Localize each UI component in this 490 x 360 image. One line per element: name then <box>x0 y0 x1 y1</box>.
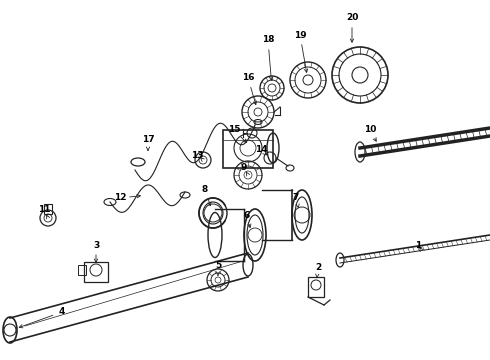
Text: 6: 6 <box>244 211 250 220</box>
Text: 4: 4 <box>59 307 65 316</box>
Text: 1: 1 <box>415 240 421 249</box>
Text: 17: 17 <box>142 135 154 144</box>
Text: 18: 18 <box>262 36 274 45</box>
Text: 7: 7 <box>293 193 299 202</box>
Bar <box>78 265 86 275</box>
Text: 3: 3 <box>93 240 99 249</box>
Text: 19: 19 <box>294 31 306 40</box>
Bar <box>44 204 52 214</box>
Text: 14: 14 <box>255 145 268 154</box>
Text: 2: 2 <box>315 264 321 273</box>
Text: 5: 5 <box>215 261 221 270</box>
Text: 9: 9 <box>241 163 247 172</box>
Bar <box>223 130 273 168</box>
Text: 13: 13 <box>191 150 203 159</box>
Text: 20: 20 <box>346 13 358 22</box>
Text: 12: 12 <box>114 194 126 202</box>
Text: 15: 15 <box>228 126 240 135</box>
Bar <box>84 262 108 282</box>
Text: 16: 16 <box>242 73 254 82</box>
Text: 10: 10 <box>364 126 376 135</box>
Text: 11: 11 <box>38 206 50 215</box>
Text: 8: 8 <box>202 185 208 194</box>
Bar <box>308 277 324 297</box>
